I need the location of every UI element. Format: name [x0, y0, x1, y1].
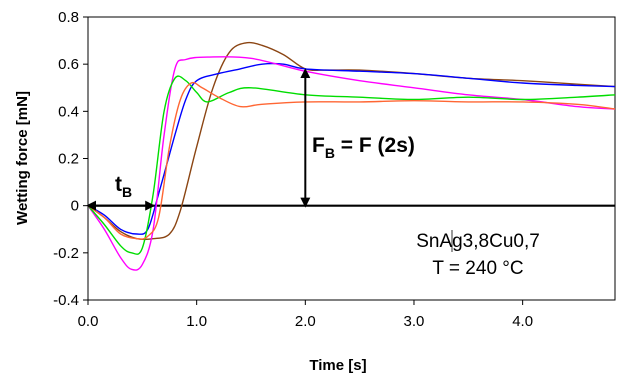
y-tick-label: -0.4 [53, 292, 79, 309]
x-tick-label: 2.0 [295, 313, 316, 330]
x-tick-label: 4.0 [512, 313, 533, 330]
y-tick-label: 0.4 [58, 103, 79, 120]
fb-formula-main: F [312, 134, 325, 157]
x-tick-label: 1.0 [186, 313, 207, 330]
tb-main: t [115, 173, 122, 196]
temperature-label: T = 240 °C [432, 258, 523, 279]
x-axis-ticks: 0.0 1.0 2.0 3.0 4.0 [78, 300, 533, 330]
y-tick-label: 0 [71, 198, 79, 215]
series-lines [87, 41, 616, 271]
x-tick-label: 0.0 [78, 313, 99, 330]
y-axis-title: Wetting force [mN] [14, 91, 31, 225]
x-axis-title: Time [s] [309, 357, 366, 374]
alloy-label: SnAg3,8Cu0,7 [416, 231, 540, 252]
y-tick-label: 0.8 [58, 9, 79, 26]
tb-sub: B [122, 184, 132, 200]
fb-formula-label: FB = F (2s) [312, 134, 415, 161]
tb-label: tB [115, 173, 132, 200]
y-axis-ticks: -0.4 -0.2 0 0.2 0.4 0.6 0.8 [53, 9, 88, 309]
fb-formula-sub: B [325, 145, 335, 161]
y-tick-label: -0.2 [53, 245, 79, 262]
y-tick-label: 0.6 [58, 56, 79, 73]
y-tick-label: 0.2 [58, 151, 79, 168]
series-line-5 [87, 81, 616, 240]
fb-formula-rest: = F (2s) [335, 134, 415, 157]
series-line-3 [87, 56, 616, 271]
series-line-2 [87, 62, 616, 235]
x-tick-label: 3.0 [404, 313, 425, 330]
series-line-4 [87, 75, 616, 255]
